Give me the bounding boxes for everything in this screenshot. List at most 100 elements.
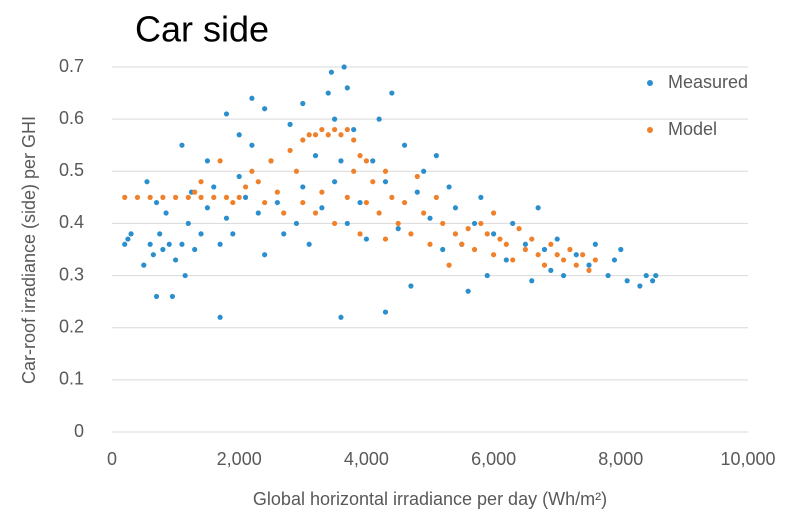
- point: [153, 199, 160, 206]
- point: [338, 158, 344, 164]
- x-tick-label: 10,000: [720, 449, 775, 469]
- point: [363, 236, 369, 242]
- point: [182, 272, 188, 279]
- point: [421, 210, 427, 216]
- point: [357, 199, 363, 206]
- point: [262, 106, 268, 112]
- point: [618, 246, 624, 253]
- point: [560, 257, 567, 263]
- y-tick-label: 0.6: [59, 108, 84, 128]
- point: [586, 267, 592, 273]
- point: [300, 137, 306, 143]
- point: [401, 142, 408, 148]
- point: [580, 252, 586, 258]
- point: [605, 272, 611, 279]
- point: [382, 309, 389, 315]
- point: [344, 220, 350, 227]
- point: [446, 262, 452, 268]
- point: [351, 126, 357, 133]
- x-tick-label: 2,000: [217, 449, 262, 469]
- y-tick-label: 0.7: [59, 56, 84, 76]
- point: [535, 205, 541, 211]
- point: [344, 85, 350, 91]
- point: [503, 257, 509, 263]
- y-tick-label: 0.1: [59, 369, 84, 389]
- point: [440, 220, 446, 227]
- point: [249, 142, 255, 148]
- point: [427, 215, 433, 221]
- point: [338, 314, 344, 320]
- point: [230, 231, 236, 237]
- point: [653, 272, 659, 279]
- point: [332, 126, 338, 133]
- point: [249, 168, 255, 174]
- point: [300, 184, 306, 190]
- point: [306, 241, 312, 247]
- point: [293, 168, 300, 174]
- point: [341, 64, 347, 70]
- point: [491, 231, 497, 237]
- point: [287, 121, 293, 127]
- point: [312, 132, 319, 138]
- point: [179, 142, 185, 148]
- point: [160, 194, 166, 200]
- point: [376, 116, 382, 122]
- point: [560, 272, 567, 279]
- point: [471, 220, 478, 227]
- point: [242, 194, 249, 200]
- point: [624, 278, 630, 284]
- point: [433, 194, 439, 200]
- y-tick-label: 0.3: [59, 264, 84, 284]
- point: [548, 241, 554, 247]
- point: [157, 231, 163, 237]
- point: [344, 126, 350, 133]
- point: [293, 220, 300, 227]
- point: [446, 184, 452, 190]
- point: [179, 241, 185, 247]
- point: [300, 100, 306, 107]
- point: [255, 210, 261, 216]
- point: [370, 158, 376, 164]
- point: [510, 257, 516, 263]
- point: [163, 210, 169, 216]
- point: [166, 241, 172, 247]
- point: [567, 246, 573, 253]
- point: [223, 215, 230, 221]
- y-tick-label: 0: [74, 421, 84, 441]
- point: [236, 173, 242, 180]
- point: [643, 272, 649, 279]
- point: [382, 179, 389, 185]
- point: [465, 226, 471, 232]
- point: [471, 246, 478, 253]
- point: [414, 189, 420, 195]
- point: [440, 246, 446, 253]
- point: [319, 189, 325, 195]
- point: [230, 199, 236, 206]
- point: [204, 158, 210, 164]
- point: [427, 241, 433, 247]
- point: [319, 126, 325, 133]
- point: [125, 236, 131, 242]
- point: [357, 231, 363, 237]
- point: [370, 179, 376, 185]
- point: [389, 90, 395, 96]
- point: [650, 278, 656, 284]
- point: [287, 147, 293, 154]
- point: [503, 241, 509, 247]
- point: [192, 246, 198, 253]
- point: [452, 231, 459, 237]
- point: [147, 194, 153, 200]
- y-tick-label: 0.4: [59, 212, 84, 232]
- point: [217, 241, 223, 247]
- point: [262, 199, 268, 206]
- point: [144, 179, 150, 185]
- point: [586, 262, 592, 268]
- point: [344, 194, 350, 200]
- point: [300, 199, 306, 206]
- point: [363, 199, 369, 206]
- point: [535, 252, 541, 258]
- point: [332, 220, 338, 227]
- point: [573, 252, 579, 258]
- point: [141, 262, 147, 268]
